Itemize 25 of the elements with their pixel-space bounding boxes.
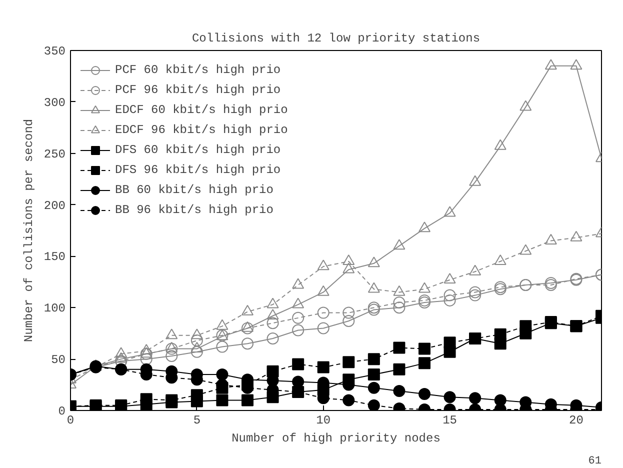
legend-label: BB 60 kbit/s high prio	[115, 183, 274, 197]
legend-label: EDCF 96 kbit/s high prio	[115, 123, 288, 137]
legend-label: BB 96 kbit/s high prio	[115, 203, 274, 217]
x-tick-label: 15	[442, 414, 457, 428]
y-tick-label: 200	[44, 198, 66, 213]
x-tick-label: 20	[569, 414, 584, 428]
x-axis-title: Number of high priority nodes	[232, 432, 440, 446]
y-axis-title: Number of collisions per second	[22, 118, 36, 342]
text: 61	[588, 456, 602, 468]
x-tick-label: 10	[316, 414, 331, 428]
x-tick-label: 5	[193, 414, 201, 428]
legend-label: PCF 60 kbit/s high prio	[115, 63, 281, 77]
y-tick-label: 300	[44, 96, 66, 110]
legend-label: EDCF 60 kbit/s high prio	[115, 103, 288, 117]
legend-label: PCF 96 kbit/s high prio	[115, 83, 281, 97]
chart-title: Collisions with 12 low priority stations	[192, 32, 480, 46]
legend-label: DFS 96 kbit/s high prio	[115, 163, 281, 177]
y-tick-label: 350	[44, 44, 66, 58]
y-tick-label: 0	[58, 404, 66, 418]
y-tick-label: 100	[44, 302, 66, 316]
y-tick-label: 50	[51, 353, 66, 368]
legend-label: DFS 60 kbit/s high prio	[115, 143, 281, 157]
y-tick-label: 250	[44, 147, 66, 162]
x-tick-label: 0	[66, 414, 74, 428]
y-tick-label: 150	[44, 250, 66, 264]
